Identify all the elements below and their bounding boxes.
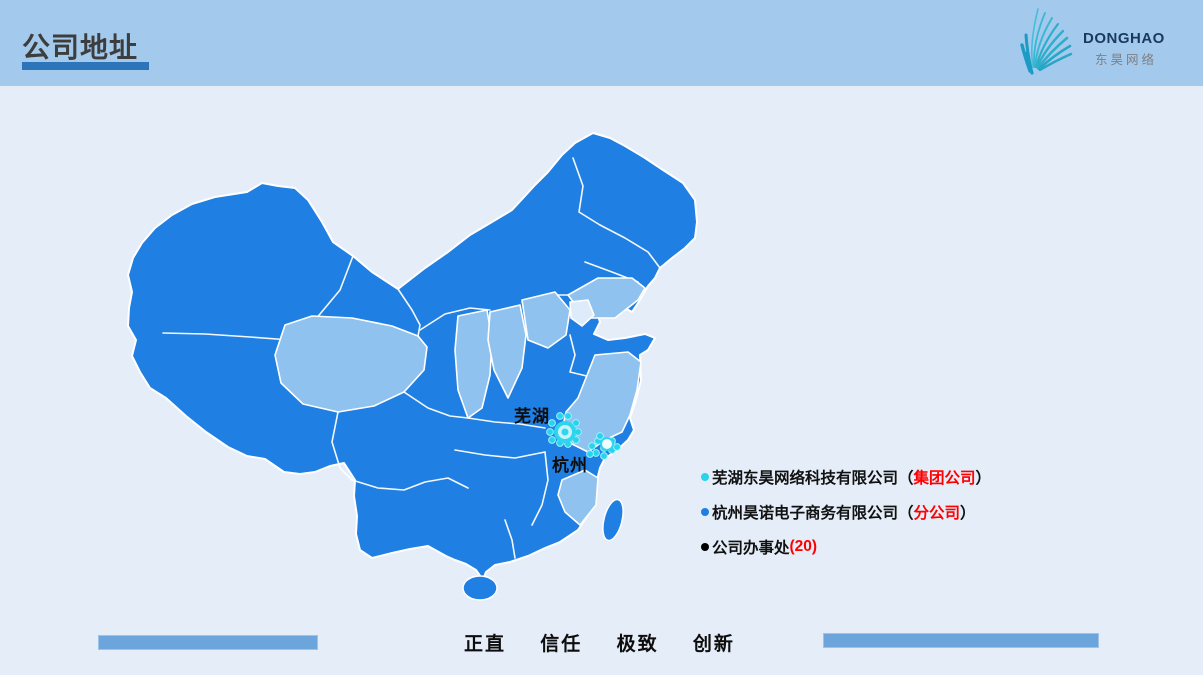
- legend-text-close: ）: [960, 504, 976, 522]
- province-qinghai: [274, 315, 428, 413]
- page-title: 公司地址: [22, 32, 139, 63]
- company-motto: 正直 信任 极致 创新: [464, 629, 735, 656]
- footer-bar-right: [823, 633, 1099, 648]
- header-bar: 公司地址 DONGHAO 东昊网络: [0, 0, 1203, 86]
- title-underline: [22, 62, 149, 70]
- map-label-hangzhou: 杭州: [552, 456, 588, 475]
- highlight-provinces: [274, 277, 646, 526]
- legend-highlight: 集团公司: [913, 469, 976, 487]
- legend-text: 公司办事处: [712, 539, 790, 557]
- motto-word: 信任: [540, 634, 583, 655]
- legend-item-branch-company: 杭州昊诺电子商务有限公司（ 分公司）: [701, 494, 991, 529]
- legend-highlight: (20): [789, 537, 818, 555]
- motto-word: 创新: [692, 634, 735, 655]
- legend-item-offices: 公司办事处 (20): [701, 529, 991, 564]
- map-label-wuhu: 芜湖: [514, 407, 550, 426]
- legend-item-group-company: 芜湖东昊网络科技有限公司（ 集团公司）: [701, 459, 991, 494]
- company-logo: DONGHAO 东昊网络: [1019, 3, 1189, 83]
- province-hebei: [521, 291, 571, 349]
- legend-text: 芜湖东昊网络科技有限公司（: [712, 469, 914, 487]
- logo-subname: 东昊网络: [1095, 53, 1158, 67]
- legend-text-close: ）: [975, 469, 992, 487]
- motto-word: 极致: [616, 634, 659, 655]
- province-fujian: [557, 469, 599, 526]
- hainan-island: [462, 575, 498, 601]
- legend-text: 杭州昊诺电子商务有限公司（: [712, 504, 914, 522]
- wuhu-hq-marker: [554, 421, 576, 443]
- hangzhou-branch-marker: [600, 437, 614, 451]
- map-legend: 芜湖东昊网络科技有限公司（ 集团公司） 杭州昊诺电子商务有限公司（ 分公司） 公司办…: [701, 459, 991, 564]
- blue-dot-icon: [701, 507, 709, 516]
- footer-bar-left: [98, 635, 318, 650]
- logo-fan-icon: [1020, 8, 1073, 75]
- province-tianjin: [569, 299, 595, 327]
- motto-word: 正直: [464, 634, 507, 655]
- cyan-dot-icon: [701, 472, 709, 481]
- legend-highlight: 分公司: [913, 504, 961, 522]
- black-dot-icon: [701, 542, 709, 551]
- province-shanxi: [487, 304, 527, 399]
- taiwan-island: [602, 498, 624, 542]
- logo-name: DONGHAO: [1083, 30, 1165, 47]
